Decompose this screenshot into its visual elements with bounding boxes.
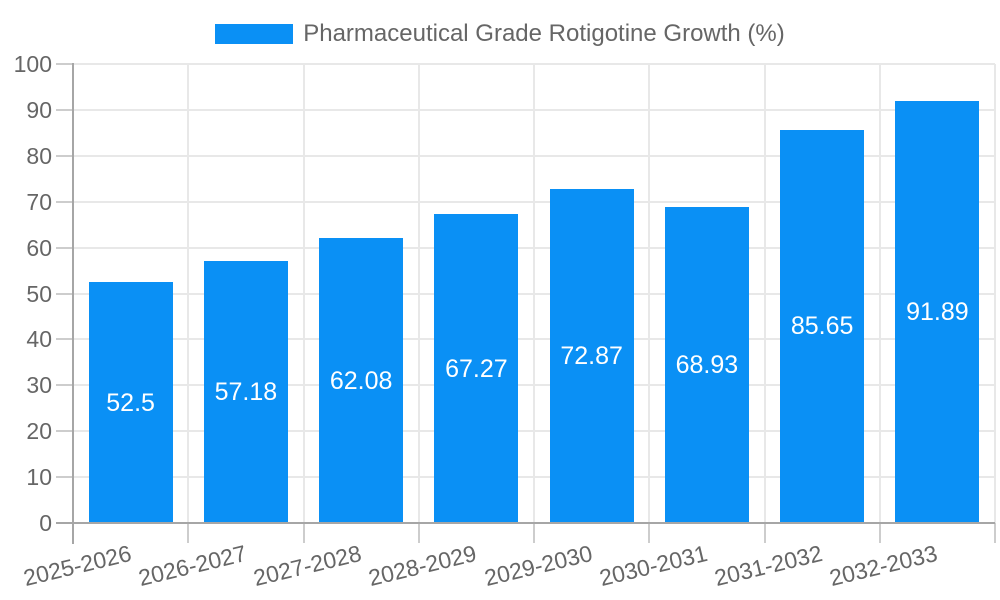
y-axis-tick-label: 70 <box>26 188 52 215</box>
x-gridline <box>994 64 996 523</box>
y-axis-tick <box>56 476 73 479</box>
x-axis-tick <box>994 523 996 543</box>
x-axis-tick <box>648 523 651 543</box>
bar-value-label: 72.87 <box>560 341 623 370</box>
y-axis-tick <box>56 154 73 157</box>
bar-value-label: 52.5 <box>106 388 155 417</box>
y-axis-tick-label: 40 <box>26 326 52 353</box>
x-gridline <box>417 64 420 523</box>
x-gridline <box>763 64 766 523</box>
y-axis-tick-label: 10 <box>26 464 52 491</box>
x-gridline <box>878 64 881 523</box>
y-axis-tick <box>56 108 73 111</box>
legend-item[interactable]: Pharmaceutical Grade Rotigotine Growth (… <box>215 20 785 48</box>
x-gridline <box>187 64 190 523</box>
x-gridline <box>302 64 305 523</box>
y-axis-tick-label: 30 <box>26 372 52 399</box>
y-axis-tick-label: 50 <box>26 280 52 307</box>
y-axis-tick-label: 20 <box>26 418 52 445</box>
bar[interactable] <box>549 188 634 523</box>
y-axis-tick <box>56 246 73 249</box>
y-axis-tick-label: 60 <box>26 234 52 261</box>
y-axis-tick <box>56 430 73 433</box>
bar-value-label: 62.08 <box>329 366 393 395</box>
y-axis-tick <box>56 338 73 341</box>
x-axis-tick <box>533 523 535 543</box>
x-axis-line <box>56 522 995 524</box>
legend-swatch-icon <box>215 24 294 44</box>
bar-value-label: 67.27 <box>445 354 508 383</box>
y-axis-tick-label: 100 <box>13 51 52 77</box>
x-axis-tick <box>302 523 305 543</box>
x-gridline <box>533 64 535 523</box>
bar[interactable] <box>319 238 404 523</box>
chart-legend: Pharmaceutical Grade Rotigotine Growth (… <box>0 20 1000 48</box>
y-axis-tick <box>56 384 73 387</box>
x-axis-tick <box>187 523 190 543</box>
bar-value-label: 68.93 <box>675 350 739 379</box>
bar[interactable] <box>895 101 980 523</box>
x-axis-tick <box>763 523 766 543</box>
bar-value-label: 57.18 <box>214 377 278 406</box>
y-axis-tick <box>56 292 73 295</box>
x-gridline <box>648 64 651 523</box>
y-axis-tick <box>56 200 73 203</box>
bar[interactable] <box>88 282 173 523</box>
x-axis-tick <box>878 523 881 543</box>
bar[interactable] <box>434 214 519 523</box>
y-axis-tick <box>56 63 73 65</box>
x-axis-tick <box>417 523 420 543</box>
bar-value-label: 85.65 <box>790 312 854 341</box>
bar[interactable] <box>203 260 288 523</box>
y-axis-tick-label: 0 <box>39 510 52 536</box>
bar[interactable] <box>780 129 865 523</box>
y-axis-tick-label: 90 <box>26 96 52 123</box>
bar-value-label: 91.89 <box>906 298 969 327</box>
legend-label: Pharmaceutical Grade Rotigotine Growth (… <box>303 20 785 47</box>
bar[interactable] <box>664 206 749 523</box>
y-axis-tick-label: 80 <box>26 142 52 169</box>
y-axis-line <box>72 63 74 544</box>
